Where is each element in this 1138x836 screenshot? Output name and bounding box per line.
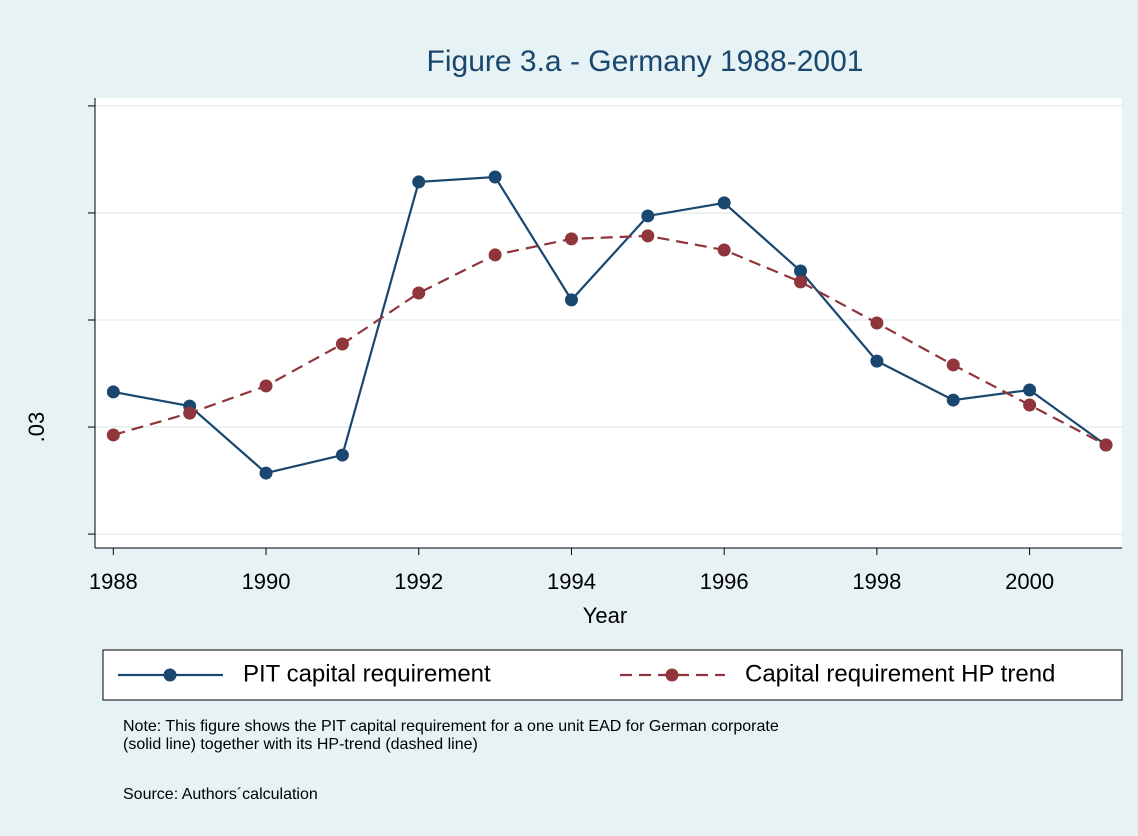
legend-marker	[163, 668, 177, 682]
x-tick-label: 1998	[852, 569, 901, 594]
note: (solid line) together with its HP-trend …	[123, 736, 478, 753]
x-tick-label: 1994	[547, 569, 596, 594]
point	[106, 428, 120, 442]
point	[564, 232, 578, 246]
point	[717, 243, 731, 257]
legend-label: PIT capital requirement	[243, 660, 491, 687]
point	[870, 354, 884, 368]
point	[412, 175, 426, 189]
point	[335, 448, 349, 462]
legend-marker	[665, 668, 679, 682]
point	[412, 286, 426, 300]
legend-label: Capital requirement HP trend	[745, 660, 1055, 687]
x-tick-label: 1990	[242, 569, 291, 594]
point	[794, 264, 808, 278]
point	[564, 293, 578, 307]
point	[1023, 398, 1037, 412]
point	[1099, 438, 1113, 452]
point	[946, 393, 960, 407]
y-tick-label: .03	[24, 412, 49, 443]
x-axis-label: Year	[583, 603, 627, 628]
point	[946, 358, 960, 372]
point	[717, 196, 731, 210]
x-tick-label: 1992	[394, 569, 443, 594]
chart-title: Figure 3.a - Germany 1988-2001	[427, 45, 864, 78]
series-line	[113, 175, 1107, 475]
point	[183, 406, 197, 420]
point	[870, 316, 884, 330]
legend	[102, 649, 1123, 701]
point	[259, 466, 273, 480]
note: Note: This figure shows the PIT capital …	[123, 718, 779, 735]
point	[794, 275, 808, 289]
plot-area	[95, 98, 1122, 548]
point	[1023, 383, 1037, 397]
series-line	[113, 234, 1107, 447]
point	[335, 337, 349, 351]
point	[259, 379, 273, 393]
x-tick-label: 1988	[89, 569, 138, 594]
source: Source: Authors´calculation	[123, 786, 318, 803]
point	[488, 248, 502, 262]
point	[488, 170, 502, 184]
point	[641, 229, 655, 243]
x-tick-label: 1996	[700, 569, 749, 594]
point	[641, 209, 655, 223]
point	[106, 385, 120, 399]
x-tick-label: 2000	[1005, 569, 1054, 594]
